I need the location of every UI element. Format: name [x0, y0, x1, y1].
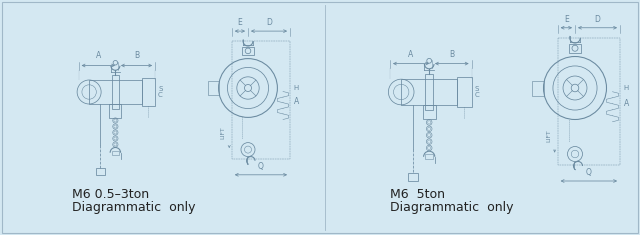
Bar	[557, 38, 620, 164]
Bar	[425, 74, 433, 110]
Bar	[457, 77, 472, 107]
Bar	[141, 78, 155, 106]
Text: S: S	[475, 86, 479, 92]
Bar	[401, 79, 457, 105]
Text: A: A	[96, 51, 101, 60]
Text: LIFT: LIFT	[546, 129, 551, 142]
Bar	[243, 47, 253, 55]
Text: E: E	[564, 15, 569, 24]
Text: Q: Q	[258, 162, 264, 171]
Text: Q: Q	[586, 168, 592, 177]
Text: Diagrammatic  only: Diagrammatic only	[72, 201, 195, 214]
Text: B: B	[449, 50, 454, 59]
Bar	[408, 173, 418, 181]
Bar	[232, 41, 290, 159]
Text: H: H	[623, 85, 628, 91]
Bar	[425, 154, 433, 159]
Text: M6  5ton: M6 5ton	[390, 188, 445, 201]
Text: LIFT: LIFT	[221, 126, 226, 139]
Bar	[569, 44, 581, 53]
Text: B: B	[134, 51, 139, 60]
Bar	[423, 105, 436, 119]
Text: H: H	[293, 85, 298, 91]
Text: E: E	[237, 18, 243, 27]
Bar	[111, 75, 119, 109]
Text: A: A	[408, 50, 413, 59]
Text: A: A	[624, 98, 629, 107]
Text: M6 0.5–3ton: M6 0.5–3ton	[72, 188, 149, 201]
Bar	[109, 104, 122, 118]
Text: D: D	[266, 18, 272, 27]
Bar	[111, 150, 119, 155]
Bar	[208, 81, 219, 95]
Bar	[96, 168, 105, 175]
Bar	[532, 81, 543, 95]
Text: C: C	[158, 92, 163, 98]
Text: C: C	[475, 92, 479, 98]
Text: D: D	[595, 15, 600, 24]
Bar	[89, 80, 141, 104]
Text: Diagrammatic  only: Diagrammatic only	[390, 201, 513, 214]
Text: A: A	[294, 98, 300, 106]
Text: S: S	[158, 86, 163, 92]
